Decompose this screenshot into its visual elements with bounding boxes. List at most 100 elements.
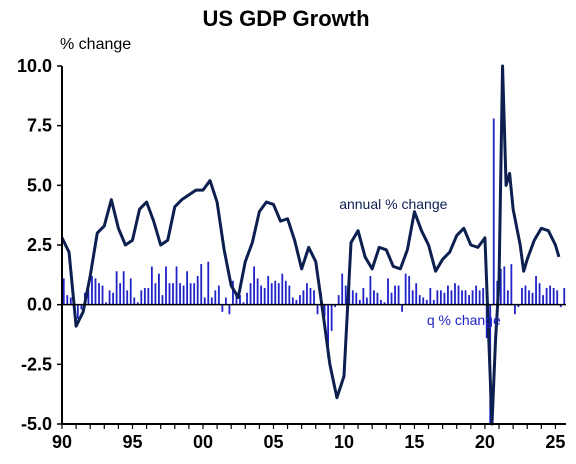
q-change-bar	[387, 278, 389, 305]
q-change-bar	[210, 297, 213, 305]
q-change-bar	[355, 292, 358, 305]
q-change-bar	[207, 261, 210, 305]
q-change-bar	[203, 297, 206, 305]
q-change-bar	[510, 264, 513, 305]
x-tick-label: 90	[52, 432, 72, 452]
q-change-bar	[267, 276, 270, 305]
q-change-bar	[517, 304, 520, 308]
q-change-bar	[200, 264, 203, 305]
q-change-bar	[133, 297, 136, 305]
q-change-bar	[365, 297, 368, 305]
q-change-bar	[475, 285, 478, 305]
q-change-bar	[150, 266, 153, 305]
q-change-bar	[193, 283, 196, 305]
q-change-bar	[165, 266, 167, 305]
q-change-bar	[295, 299, 298, 305]
q-change-bar	[503, 266, 506, 305]
q-change-bar	[492, 118, 495, 305]
q-change-bar	[242, 302, 245, 305]
q-change-bar	[535, 276, 537, 305]
q-change-bar	[327, 304, 329, 358]
q-change-bar	[281, 273, 284, 305]
q-change-bar	[528, 290, 530, 305]
q-change-bar	[256, 278, 259, 305]
q-change-bar	[411, 290, 414, 305]
q-change-bar	[521, 287, 523, 305]
q-change-bar	[478, 290, 481, 305]
q-change-bar	[62, 278, 65, 305]
annual-change-line	[60, 64, 561, 426]
q-change-bar	[538, 283, 541, 305]
q-change-bar	[461, 290, 463, 305]
q-change-bar	[552, 287, 555, 305]
y-tick-label: 0.0	[27, 295, 52, 315]
q-change-bar	[108, 290, 111, 305]
plot-area: 10.0 7.5 5.0 2.5 0.0 -2.5 -5.090 95 00 05 10 15 20 25…	[17, 56, 566, 452]
q-change-bar	[186, 271, 189, 305]
q-change-bar	[126, 290, 129, 305]
q-change-bar	[401, 304, 404, 312]
q-change-bar	[228, 304, 231, 315]
q-change-bar	[232, 280, 234, 305]
q-change-bar	[362, 287, 365, 305]
q-change-bar	[471, 290, 474, 305]
q-change-bar	[499, 268, 502, 305]
q-change-bar	[306, 283, 308, 305]
q-change-bar	[556, 290, 559, 305]
q-change-bar	[91, 276, 93, 305]
q-change-bar	[373, 290, 375, 305]
y-tick-label: -5.0	[21, 414, 52, 434]
q-change-bar	[415, 283, 418, 305]
q-change-bar	[129, 278, 132, 305]
y-axis-unit-label: % change	[60, 36, 131, 53]
q-change-bar	[524, 285, 527, 305]
x-tick-label: 05	[263, 432, 283, 452]
q-change-bar	[404, 273, 407, 305]
q-change-bar	[425, 299, 428, 305]
q-change-bar	[98, 283, 100, 305]
q-change-bar	[172, 283, 174, 305]
y-tick-label: 2.5	[27, 235, 52, 255]
q-change-bar	[277, 283, 280, 305]
q-change-bar	[214, 290, 217, 305]
q-change-bar	[337, 295, 340, 305]
x-tick-label: 20	[475, 432, 495, 452]
q-change-bar	[358, 299, 361, 305]
q-change-bar	[221, 304, 224, 312]
q-change-bar	[182, 285, 185, 305]
q-change-bar	[246, 292, 248, 305]
q-change-bar	[514, 304, 516, 315]
q-change-bar	[274, 280, 277, 305]
q-change-bar	[531, 292, 534, 305]
q-change-bar	[506, 290, 509, 305]
y-tick-label: -2.5	[21, 354, 52, 374]
q-change-bar	[309, 287, 312, 305]
q-change-bar	[302, 290, 305, 305]
q-change-bar	[422, 297, 425, 305]
q-change-bar	[270, 283, 273, 305]
q-change-bar	[239, 295, 241, 305]
q-change-bar	[260, 285, 263, 305]
q-change-bar	[76, 304, 79, 319]
x-tick-label: 00	[193, 432, 213, 452]
q-change-bar	[559, 304, 562, 308]
q-change-bar	[457, 285, 460, 305]
q-change-bar	[115, 271, 118, 305]
q-change-bar	[122, 271, 125, 305]
q-change-bar	[263, 287, 266, 305]
q-change-bar	[66, 295, 69, 305]
q-change-bar	[288, 285, 291, 305]
q-change-bar	[235, 292, 238, 305]
q-change-bar	[323, 304, 326, 317]
y-tick-label: 7.5	[27, 116, 52, 136]
q-change-bar	[429, 287, 432, 305]
series-annotation-label: q % change	[427, 312, 501, 328]
q-change-bar	[224, 297, 227, 305]
q-change-bar	[136, 302, 139, 305]
q-change-bar	[291, 297, 294, 305]
q-change-bar	[432, 299, 435, 305]
q-change-bar	[450, 290, 453, 305]
q-change-bar	[464, 290, 467, 305]
q-change-bar	[341, 273, 344, 305]
